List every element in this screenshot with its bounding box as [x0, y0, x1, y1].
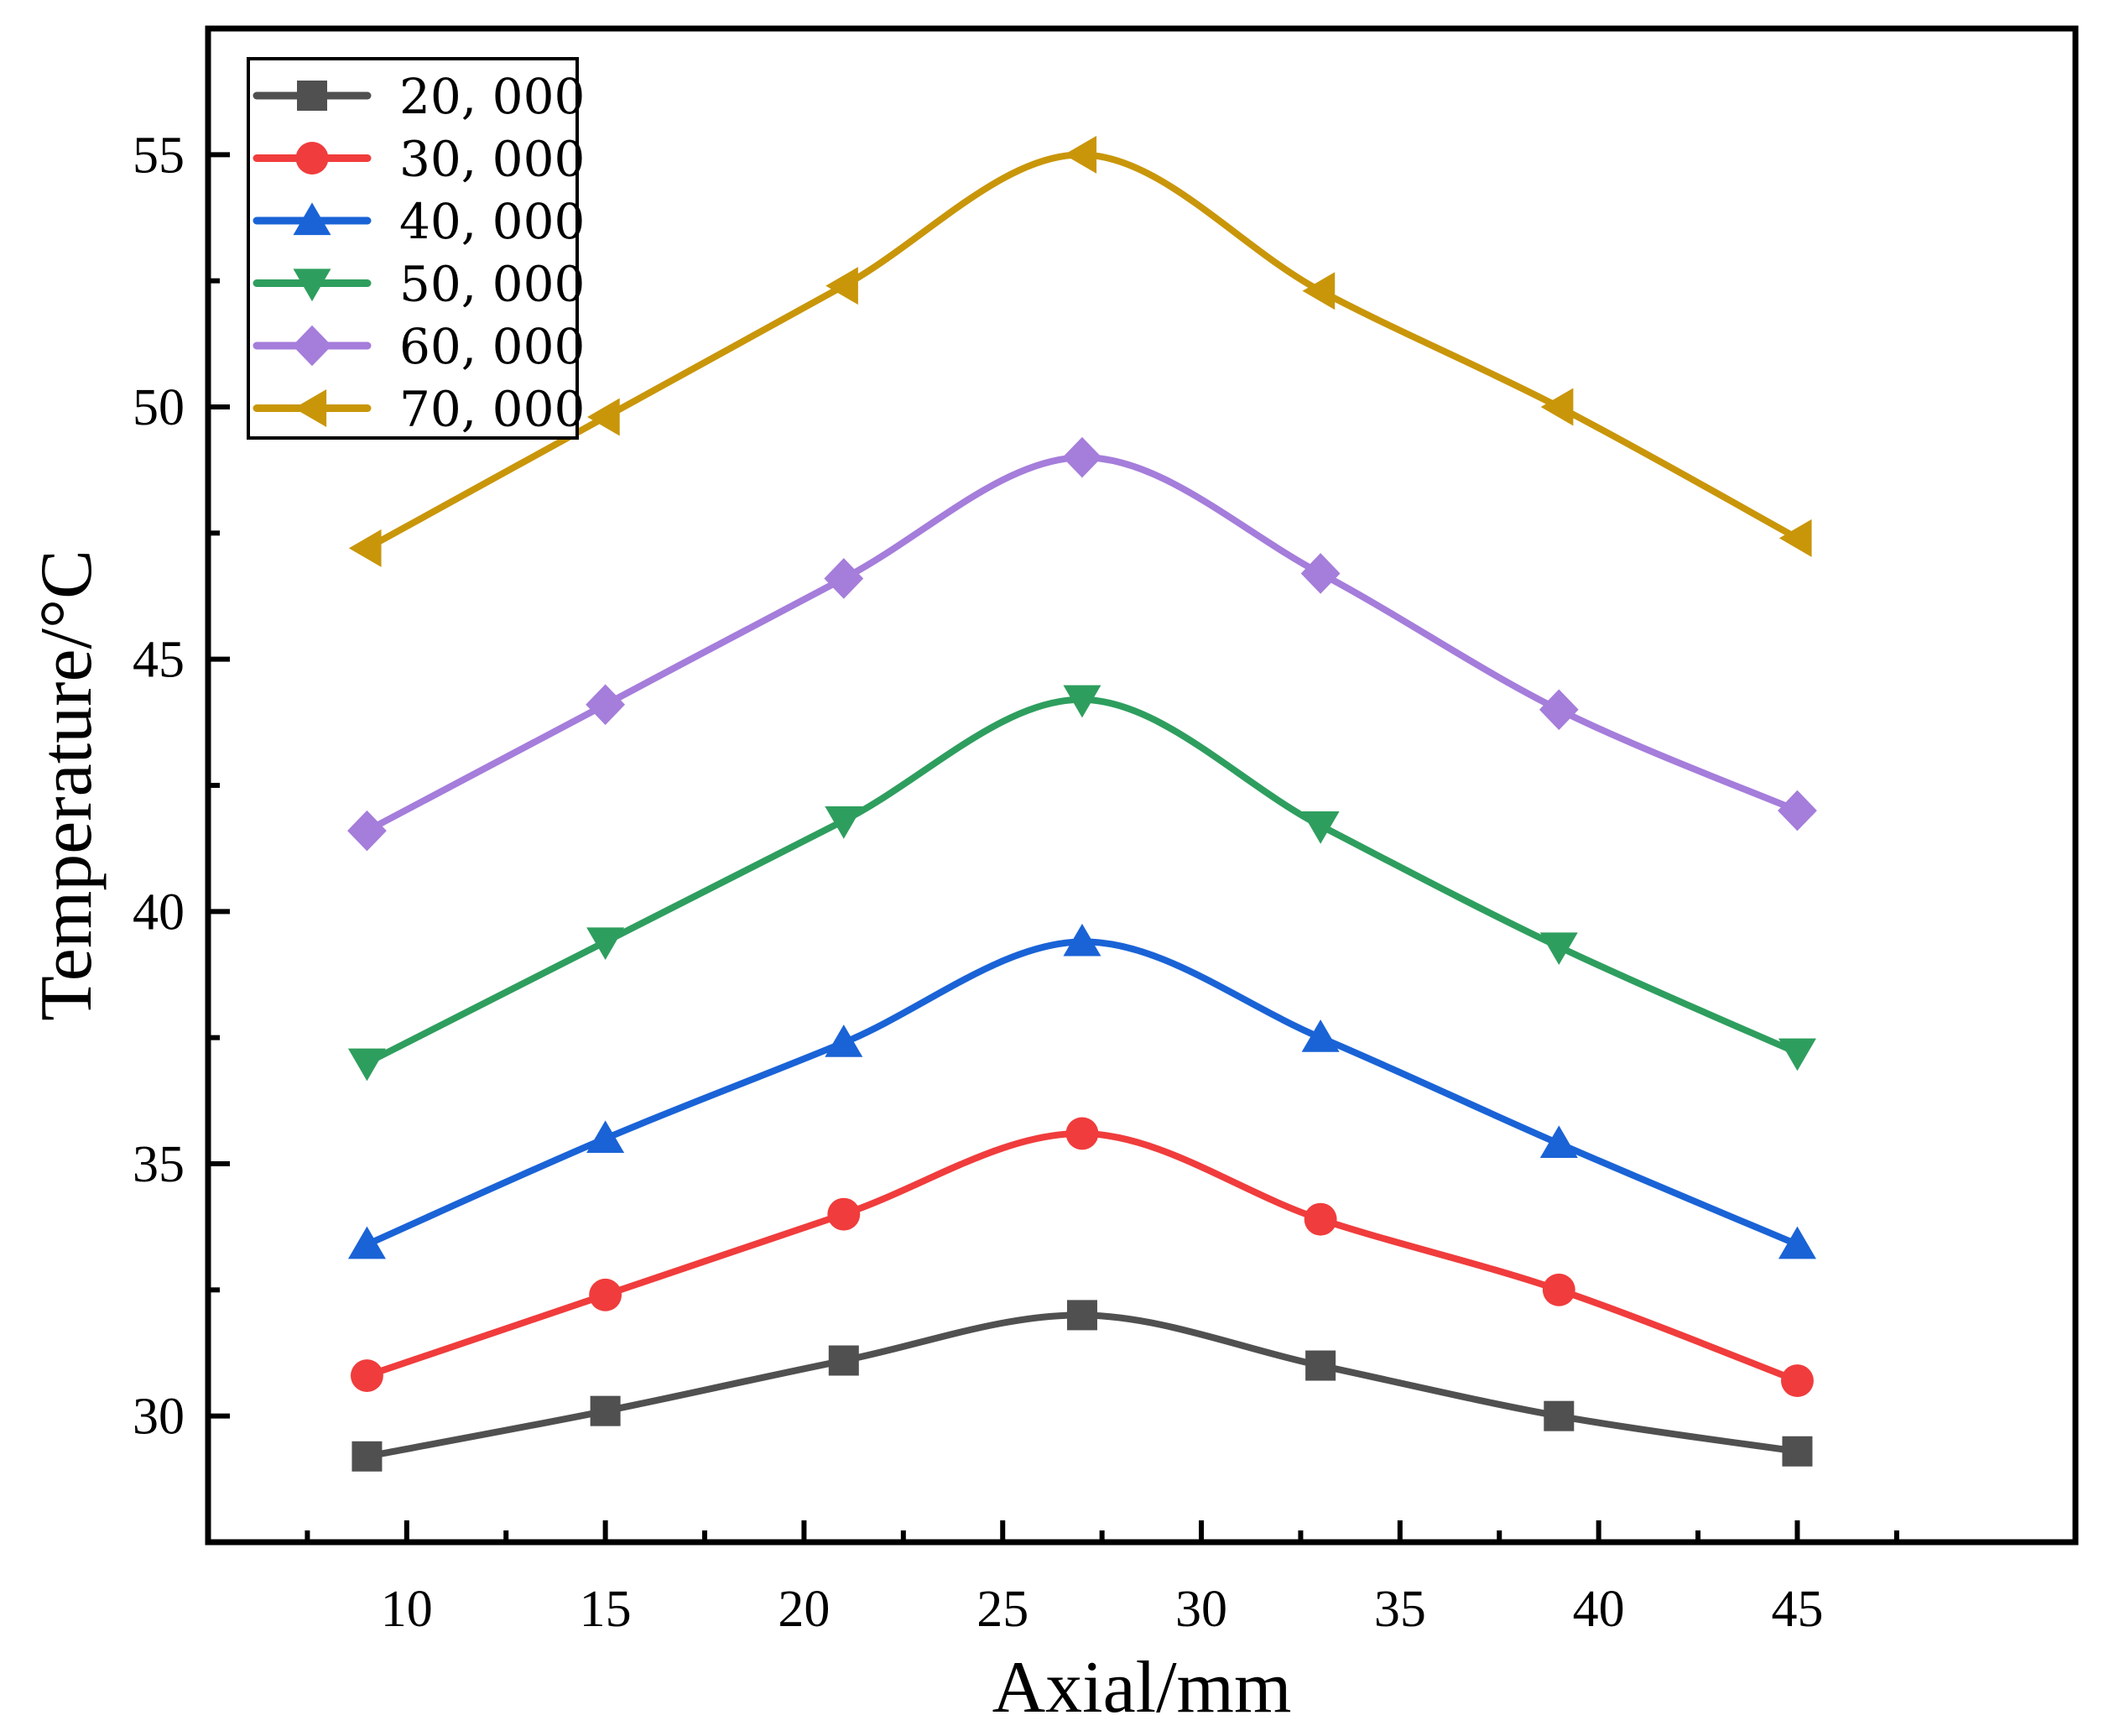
- data-point: [352, 1441, 383, 1472]
- legend-label: 40, 000: [399, 193, 585, 250]
- data-point: [589, 1278, 622, 1311]
- series-4: [347, 685, 1816, 1082]
- data-point: [1544, 1400, 1575, 1431]
- data-point: [348, 529, 382, 567]
- x-tick-label: 20: [778, 1581, 830, 1638]
- data-point: [347, 1048, 386, 1082]
- data-point: [587, 398, 620, 436]
- x-axis-title: Axial/mm: [992, 1647, 1292, 1728]
- x-tick-label: 15: [580, 1581, 632, 1638]
- series-line: [363, 696, 1801, 1066]
- data-point: [1540, 388, 1574, 426]
- data-point: [1782, 1436, 1813, 1467]
- legend-marker: [294, 389, 327, 427]
- data-point: [351, 1359, 383, 1393]
- series-1: [352, 1300, 1813, 1472]
- x-tick-label: 35: [1374, 1581, 1426, 1638]
- series-layer: [347, 135, 1817, 1472]
- legend-entry: 50, 000: [253, 256, 585, 313]
- legend-label: 70, 000: [399, 381, 585, 438]
- y-tick-label: 35: [133, 1136, 185, 1193]
- data-point: [590, 1395, 621, 1426]
- data-point: [827, 1197, 861, 1231]
- y-tick-label: 55: [133, 127, 185, 184]
- x-tick-label: 40: [1573, 1581, 1625, 1638]
- legend-marker: [297, 81, 327, 111]
- data-point: [1778, 519, 1812, 557]
- data-point: [586, 927, 625, 961]
- legend-entry: 60, 000: [253, 318, 585, 375]
- x-tick-label: 45: [1771, 1581, 1823, 1638]
- tick-labels: 10 15 20 25 30 35 40 45 30 35 40 45 50 55: [133, 127, 1823, 1638]
- y-axis-title: Temperature/°C: [26, 550, 107, 1021]
- legend-entry: 30, 000: [253, 131, 585, 188]
- legend-marker: [292, 325, 332, 367]
- x-tick-label: 10: [381, 1581, 433, 1638]
- series-5: [347, 436, 1817, 852]
- data-point: [825, 267, 858, 305]
- series-2: [351, 1117, 1814, 1398]
- data-point: [828, 1345, 859, 1376]
- legend-marker: [293, 268, 331, 302]
- data-point: [1305, 1350, 1336, 1381]
- legend-entry: 40, 000: [253, 193, 585, 250]
- data-point: [1065, 1117, 1099, 1150]
- series-line: [363, 1311, 1801, 1460]
- y-tick-label: 50: [133, 379, 185, 436]
- data-point: [825, 1024, 863, 1057]
- x-tick-label: 25: [976, 1581, 1028, 1638]
- legend-marker: [293, 202, 331, 236]
- data-point: [1062, 436, 1102, 478]
- series-line: [363, 938, 1801, 1249]
- legend-label: 30, 000: [399, 131, 585, 188]
- legend-entry: 70, 000: [253, 381, 585, 438]
- data-point: [1778, 790, 1817, 832]
- data-point: [1778, 1038, 1816, 1071]
- data-point: [1539, 689, 1579, 731]
- data-point: [1063, 923, 1101, 957]
- data-point: [1300, 553, 1341, 594]
- x-tick-label: 30: [1175, 1581, 1227, 1638]
- series-6: [348, 135, 1812, 567]
- data-point: [825, 805, 863, 839]
- series-line: [363, 454, 1801, 835]
- data-point: [1542, 1273, 1575, 1306]
- data-point: [824, 558, 864, 599]
- y-tick-label: 30: [133, 1389, 185, 1446]
- data-point: [1064, 135, 1097, 174]
- data-point: [1778, 1226, 1816, 1259]
- data-point: [1301, 811, 1340, 844]
- data-point: [1063, 685, 1101, 718]
- series-line: [363, 1129, 1801, 1384]
- data-point: [1302, 272, 1336, 310]
- legend-box: [247, 57, 579, 440]
- series-3: [347, 923, 1816, 1259]
- data-point: [586, 1120, 625, 1154]
- legend-label: 50, 000: [399, 256, 585, 313]
- data-point: [1301, 1019, 1340, 1052]
- data-point: [1539, 932, 1578, 966]
- data-point: [586, 684, 626, 726]
- legend-label: 20, 000: [399, 68, 585, 125]
- data-point: [1539, 1125, 1578, 1159]
- axis-ticks: [208, 26, 1899, 1545]
- legend-marker: [295, 142, 329, 175]
- data-point: [1304, 1202, 1337, 1236]
- y-tick-label: 40: [133, 884, 185, 941]
- data-point: [347, 810, 387, 852]
- data-point: [347, 1226, 386, 1259]
- legend-entry: 20, 000: [253, 68, 585, 125]
- legend-label: 60, 000: [399, 318, 585, 375]
- y-tick-label: 45: [133, 632, 185, 689]
- data-point: [1781, 1364, 1814, 1398]
- data-point: [1066, 1300, 1097, 1331]
